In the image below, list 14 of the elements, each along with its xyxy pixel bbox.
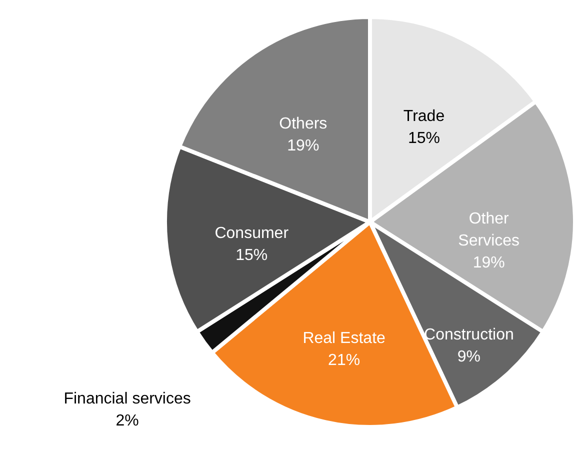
slice-label: Trade xyxy=(403,108,445,126)
slice-label: Construction xyxy=(424,326,514,344)
data-label: 9% xyxy=(457,348,481,366)
slice-label: Other Services xyxy=(458,210,520,250)
data-label: 19% xyxy=(472,254,505,272)
data-label: 15% xyxy=(236,247,268,264)
data-label: 15% xyxy=(408,130,440,148)
data-label: 2% xyxy=(116,412,139,430)
slice-label: Consumer xyxy=(214,225,290,242)
slice-label: Real Estate xyxy=(302,330,386,348)
slice-label: Others xyxy=(279,116,328,133)
data-label: 19% xyxy=(287,138,320,155)
slice-label: Financial services xyxy=(64,390,191,408)
data-label: 21% xyxy=(328,352,360,370)
